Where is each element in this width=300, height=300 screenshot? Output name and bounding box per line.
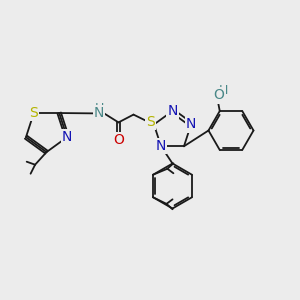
Text: H: H	[94, 101, 104, 115]
Text: S: S	[146, 115, 155, 128]
Text: N: N	[156, 139, 166, 153]
Text: N: N	[186, 118, 196, 131]
Text: N: N	[94, 106, 104, 120]
Text: N: N	[62, 130, 72, 144]
Text: N: N	[167, 104, 178, 118]
Text: S: S	[29, 106, 38, 120]
Text: O: O	[214, 88, 225, 102]
Text: O: O	[113, 134, 124, 147]
Text: H: H	[219, 84, 228, 98]
